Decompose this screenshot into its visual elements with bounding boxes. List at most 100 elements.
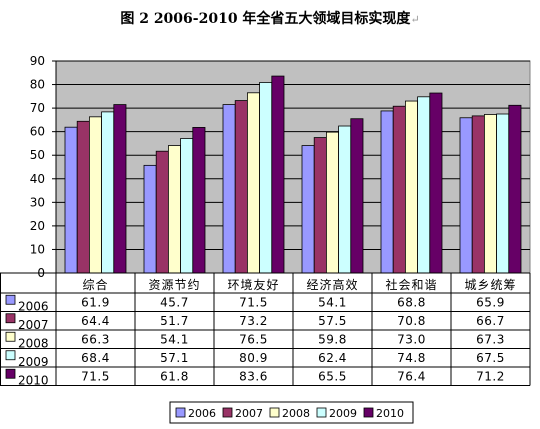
legend-swatch [5,350,16,361]
y-tick-label: 10 [30,242,45,256]
data-label: 66.3 [81,332,110,346]
data-label: 67.3 [476,332,505,346]
data-label: 71.5 [81,369,110,383]
legend-swatch [175,407,186,418]
category-label: 综合 [82,277,108,292]
series-name: 2008 [18,336,49,350]
data-label: 57.1 [160,351,189,365]
bar [89,116,103,274]
data-label: 57.5 [318,314,347,328]
category-label: 资源节约 [148,277,200,292]
return-mark: ↵ [410,13,420,26]
legend-swatch [316,407,327,418]
series-name: 2009 [18,355,49,369]
bar [459,117,473,274]
legend-swatch [269,407,280,418]
series-name: 2010 [18,373,49,387]
y-tick-label: 90 [30,54,45,68]
data-label: 54.1 [160,332,189,346]
legend-swatch [222,407,233,418]
data-label: 61.8 [160,369,189,383]
bar [76,120,90,274]
bar [350,118,364,274]
data-label: 66.7 [476,314,505,328]
bar [392,105,406,274]
bar [483,114,497,274]
data-label: 51.7 [160,314,189,328]
legend-label: 2006 [188,407,216,420]
bar [192,127,206,274]
data-label: 62.4 [318,351,347,365]
data-label: 73.2 [239,314,268,328]
legend-swatch [363,407,374,418]
legend-swatch [5,368,16,379]
legend-label: 2009 [329,407,357,420]
chart-title-text: 图 2 2006-2010 年全省五大领域目标实现度 [120,11,411,27]
y-tick-label: 80 [30,78,45,92]
bar [143,164,157,274]
bar [380,110,394,274]
bar [259,82,273,274]
data-label: 74.8 [397,351,426,365]
data-label: 65.5 [318,369,347,383]
bar [113,104,127,274]
bar [271,75,285,274]
data-label: 45.7 [160,295,189,309]
bar [508,104,522,274]
data-label: 65.9 [476,295,505,309]
legend-label: 2010 [376,407,404,420]
bar [417,96,431,274]
series-name: 2007 [18,318,49,332]
y-tick-label: 40 [30,172,45,186]
category-label: 环境友好 [227,277,279,292]
chart-title: 图 2 2006-2010 年全省五大领域目标实现度↵ [0,8,540,28]
data-label: 59.8 [318,332,347,346]
bar [404,100,418,274]
category-label: 城乡统筹 [464,278,516,292]
bar [222,104,236,274]
category-label: 经济高效 [306,277,358,292]
legend-label: 2007 [235,407,263,420]
bar [471,115,485,274]
bar [180,138,194,274]
data-label: 68.8 [397,295,426,309]
bar [155,150,169,274]
y-tick-label: 70 [30,101,45,115]
bar [234,100,248,274]
bar [338,125,352,274]
legend-swatch [5,331,16,342]
data-label: 76.4 [397,369,426,383]
plot-area [55,60,531,274]
y-tick-label: 20 [30,219,45,233]
data-label: 76.5 [239,332,268,346]
data-label: 54.1 [318,295,347,309]
legend-swatch [5,294,16,305]
bar [167,145,181,274]
bar [429,92,443,274]
series-name: 2006 [18,299,49,313]
bar [64,126,78,274]
legend-swatch [5,313,16,324]
data-label: 80.9 [239,351,268,365]
data-label: 64.4 [81,314,110,328]
category-label: 社会和谐 [385,277,437,292]
data-label: 71.2 [476,369,505,383]
bar [325,131,339,274]
y-tick-label: 30 [30,195,45,209]
legend-box [169,401,414,424]
data-label: 61.9 [81,295,110,309]
data-label: 83.6 [239,369,268,383]
data-label: 67.5 [476,351,505,365]
data-label: 68.4 [81,351,110,365]
bar [496,113,510,274]
bar [313,137,327,274]
legend-label: 2008 [282,407,310,420]
data-label: 73.0 [397,332,426,346]
data-label: 71.5 [239,295,268,309]
bar [301,145,315,274]
y-tick-label: 50 [30,148,45,162]
bar [246,92,260,274]
bar [101,111,115,274]
y-tick-label: 60 [30,125,45,139]
